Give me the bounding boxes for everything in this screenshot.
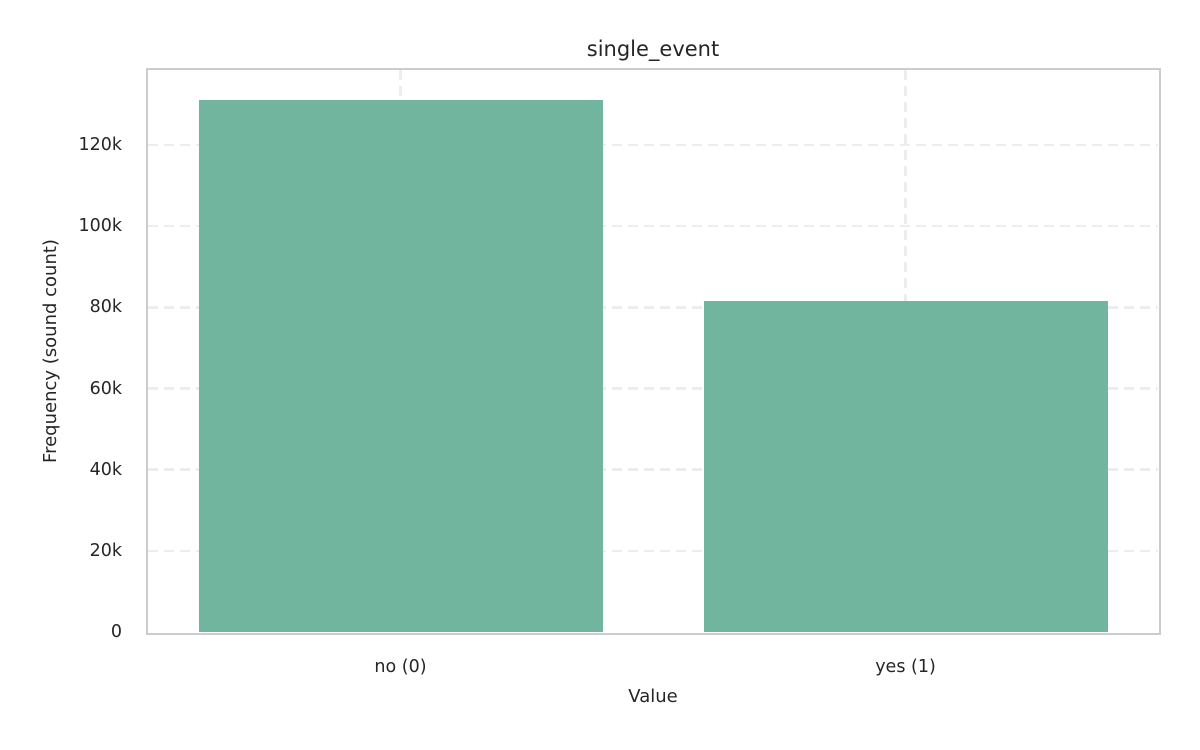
y-tick-label: 120k xyxy=(78,135,122,156)
plot-area xyxy=(148,70,1158,632)
gridline-horizontal xyxy=(148,387,1158,390)
x-tick-label: yes (1) xyxy=(875,657,936,677)
y-tick-label: 60k xyxy=(89,378,122,399)
y-tick-label: 0 xyxy=(110,622,122,642)
gridline-horizontal xyxy=(148,224,1158,228)
bar xyxy=(703,301,1108,632)
y-tick-label: 20k xyxy=(89,540,122,561)
gridline-horizontal xyxy=(148,468,1158,471)
y-tick-label: 40k xyxy=(89,459,122,480)
y-tick-label: 100k xyxy=(78,216,122,237)
gridline-horizontal xyxy=(148,306,1158,309)
bar xyxy=(198,100,603,632)
y-tick-label: 80k xyxy=(89,297,122,318)
gridline-horizontal xyxy=(148,143,1158,147)
x-axis-label: Value xyxy=(628,686,678,707)
chart-title: single_event xyxy=(586,37,720,61)
gridline-horizontal xyxy=(148,549,1158,553)
x-tick-label: no (0) xyxy=(374,657,427,677)
